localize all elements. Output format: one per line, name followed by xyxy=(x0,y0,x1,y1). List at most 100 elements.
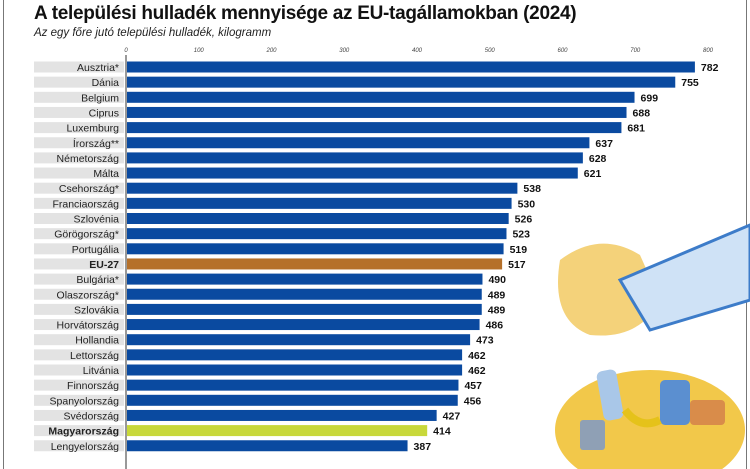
bar xyxy=(127,273,483,285)
category-label: Lettország xyxy=(70,350,119,362)
bar xyxy=(127,61,695,73)
bar xyxy=(127,258,503,270)
can-illustration xyxy=(580,420,605,450)
bar xyxy=(127,394,458,406)
label-background xyxy=(34,182,124,194)
value-label: 387 xyxy=(414,441,432,453)
label-background xyxy=(34,152,124,164)
value-label: 526 xyxy=(515,214,533,226)
value-label: 755 xyxy=(681,77,699,89)
x-tick-label: 800 xyxy=(703,48,714,54)
bar xyxy=(127,243,504,255)
label-background xyxy=(34,213,124,224)
label-background xyxy=(34,303,124,315)
bar xyxy=(127,213,509,224)
value-label: 681 xyxy=(627,123,645,135)
category-label: Írország** xyxy=(73,137,119,150)
bar xyxy=(127,182,518,194)
category-label: Hollandia xyxy=(75,335,119,347)
value-label: 489 xyxy=(488,304,506,316)
value-label: 538 xyxy=(523,183,541,195)
value-label: 688 xyxy=(633,107,651,119)
label-background xyxy=(34,394,124,406)
value-label: 517 xyxy=(508,259,526,271)
value-label: 486 xyxy=(486,320,504,332)
bar xyxy=(127,137,590,149)
label-background xyxy=(34,106,124,118)
label-background xyxy=(34,288,124,300)
bar xyxy=(127,228,507,240)
value-label: 699 xyxy=(641,92,659,104)
label-background xyxy=(34,258,124,270)
value-label: 782 xyxy=(701,62,719,74)
category-label: Szlovákia xyxy=(74,304,119,316)
value-label: 621 xyxy=(584,168,602,180)
bar xyxy=(127,319,480,331)
chart-title: A települési hulladék mennyisége az EU-t… xyxy=(34,3,577,24)
category-label: Csehország* xyxy=(59,183,119,195)
label-background xyxy=(34,425,124,437)
label-background xyxy=(34,409,124,421)
value-label: 490 xyxy=(488,274,506,286)
bar xyxy=(127,167,578,179)
bar xyxy=(127,440,408,452)
hand-illustration xyxy=(558,243,660,336)
label-background xyxy=(34,91,124,103)
sleeve-illustration xyxy=(617,223,750,332)
value-label: 637 xyxy=(595,138,613,150)
chart-subtitle: Az egy főre jutó települési hulladék, ki… xyxy=(34,27,272,39)
value-label: 473 xyxy=(476,335,494,347)
x-tick-label: 100 xyxy=(194,48,205,54)
x-tick-label: 0 xyxy=(124,48,128,54)
bar xyxy=(127,122,622,134)
x-tick-label: 300 xyxy=(339,48,350,54)
value-label: 456 xyxy=(464,395,482,407)
label-background xyxy=(34,334,124,346)
value-label: 427 xyxy=(443,410,461,422)
value-label: 462 xyxy=(468,365,486,377)
box-illustration xyxy=(690,400,725,425)
label-background xyxy=(34,273,124,285)
x-tick-label: 700 xyxy=(630,48,641,54)
bar xyxy=(127,364,463,376)
category-label: Horvátország xyxy=(57,320,120,332)
category-label: Magyarország xyxy=(48,426,119,438)
category-label: Szlovénia xyxy=(73,214,119,226)
label-background xyxy=(34,76,124,88)
category-label: Németország xyxy=(57,153,120,165)
category-label: Belgium xyxy=(81,92,119,104)
label-background xyxy=(34,349,124,361)
label-background xyxy=(34,319,124,331)
x-tick-label: 400 xyxy=(412,48,423,54)
value-label: 523 xyxy=(512,229,530,241)
label-background xyxy=(34,122,124,134)
bar xyxy=(127,288,482,300)
value-label: 628 xyxy=(589,153,607,165)
bar xyxy=(127,303,482,315)
category-label: Málta xyxy=(93,168,119,180)
banana-illustration xyxy=(621,407,662,428)
label-background xyxy=(34,379,124,391)
category-label: Lengyelország xyxy=(51,441,119,453)
value-label: 414 xyxy=(433,426,451,438)
category-label: Luxemburg xyxy=(66,123,119,135)
category-label: Franciaország xyxy=(52,198,119,210)
bar xyxy=(127,409,437,421)
category-label: Ciprus xyxy=(89,107,119,119)
bar xyxy=(127,334,471,346)
carton-illustration xyxy=(660,380,690,425)
label-background xyxy=(34,228,124,240)
label-background xyxy=(34,137,124,149)
label-background xyxy=(34,243,124,255)
bottle-illustration xyxy=(596,369,624,421)
bar xyxy=(127,379,459,391)
category-label: Dánia xyxy=(92,77,120,89)
bar xyxy=(127,76,676,88)
bar xyxy=(127,197,512,209)
value-label: 530 xyxy=(518,198,536,210)
x-tick-label: 200 xyxy=(265,48,277,54)
label-background xyxy=(34,364,124,376)
category-label: Olaszország* xyxy=(57,289,119,301)
bar xyxy=(127,152,583,164)
